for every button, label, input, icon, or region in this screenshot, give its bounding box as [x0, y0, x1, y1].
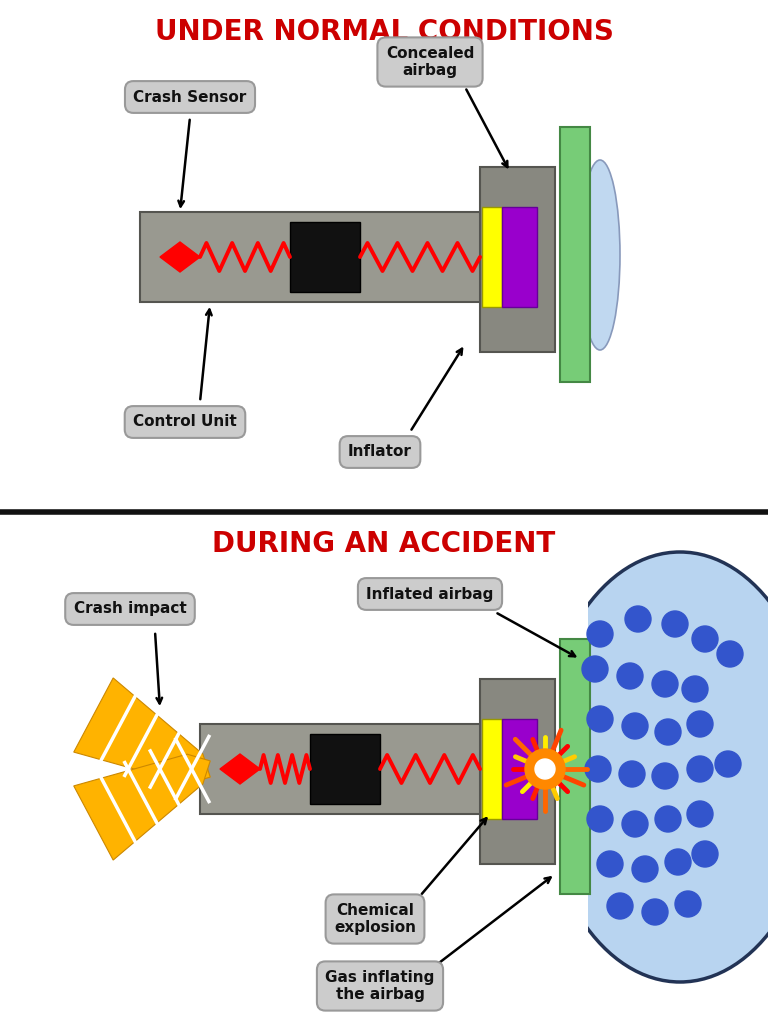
- FancyBboxPatch shape: [310, 734, 380, 804]
- FancyBboxPatch shape: [482, 719, 502, 819]
- Polygon shape: [74, 754, 210, 860]
- Polygon shape: [74, 678, 210, 783]
- Circle shape: [525, 749, 565, 790]
- FancyBboxPatch shape: [200, 724, 490, 814]
- Circle shape: [632, 856, 658, 882]
- Circle shape: [587, 621, 613, 647]
- Circle shape: [652, 763, 678, 790]
- Circle shape: [587, 806, 613, 831]
- Text: UNDER NORMAL CONDITIONS: UNDER NORMAL CONDITIONS: [154, 18, 614, 46]
- Circle shape: [717, 641, 743, 667]
- Circle shape: [622, 811, 648, 837]
- Polygon shape: [480, 259, 490, 352]
- Text: Crash Sensor: Crash Sensor: [134, 89, 247, 104]
- Text: Control Unit: Control Unit: [133, 415, 237, 429]
- Text: Inflator: Inflator: [348, 444, 412, 460]
- Circle shape: [619, 761, 645, 787]
- FancyBboxPatch shape: [482, 207, 502, 307]
- Circle shape: [665, 849, 691, 874]
- Circle shape: [675, 891, 701, 918]
- FancyBboxPatch shape: [0, 512, 588, 1024]
- Text: Inflated airbag: Inflated airbag: [366, 587, 494, 601]
- FancyBboxPatch shape: [502, 719, 537, 819]
- FancyBboxPatch shape: [290, 222, 360, 292]
- Circle shape: [585, 756, 611, 782]
- Text: Crash impact: Crash impact: [74, 601, 187, 616]
- Ellipse shape: [580, 160, 620, 350]
- Text: DURING AN ACCIDENT: DURING AN ACCIDENT: [213, 530, 555, 558]
- Polygon shape: [480, 771, 490, 864]
- Circle shape: [692, 841, 718, 867]
- Circle shape: [692, 626, 718, 652]
- Circle shape: [655, 806, 681, 831]
- Circle shape: [682, 676, 708, 702]
- Ellipse shape: [540, 552, 768, 982]
- Polygon shape: [480, 679, 490, 771]
- Circle shape: [535, 759, 555, 779]
- Text: Gas inflating
the airbag: Gas inflating the airbag: [326, 970, 435, 1002]
- Circle shape: [687, 801, 713, 827]
- Circle shape: [715, 751, 741, 777]
- Circle shape: [662, 611, 688, 637]
- Circle shape: [587, 706, 613, 732]
- Circle shape: [642, 899, 668, 925]
- FancyBboxPatch shape: [502, 207, 537, 307]
- FancyBboxPatch shape: [560, 127, 590, 382]
- Polygon shape: [480, 167, 490, 259]
- Text: Concealed
airbag: Concealed airbag: [386, 46, 474, 78]
- FancyBboxPatch shape: [480, 167, 555, 352]
- Circle shape: [652, 671, 678, 697]
- Polygon shape: [160, 242, 200, 272]
- Polygon shape: [220, 754, 260, 784]
- FancyBboxPatch shape: [140, 212, 490, 302]
- Circle shape: [607, 893, 633, 919]
- Circle shape: [622, 713, 648, 739]
- Circle shape: [597, 851, 623, 877]
- Text: Chemical
explosion: Chemical explosion: [334, 903, 416, 935]
- Circle shape: [687, 711, 713, 737]
- FancyBboxPatch shape: [560, 639, 590, 894]
- Circle shape: [625, 606, 651, 632]
- Circle shape: [617, 663, 643, 689]
- Circle shape: [582, 656, 608, 682]
- Circle shape: [655, 719, 681, 745]
- Circle shape: [687, 756, 713, 782]
- FancyBboxPatch shape: [480, 679, 555, 864]
